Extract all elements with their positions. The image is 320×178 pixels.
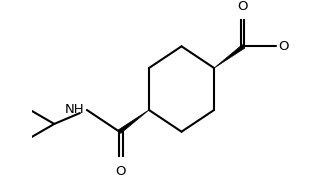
Text: O: O — [237, 0, 247, 13]
Text: O: O — [278, 40, 289, 53]
Text: NH: NH — [65, 103, 84, 116]
Polygon shape — [118, 110, 149, 133]
Polygon shape — [214, 45, 245, 68]
Text: O: O — [116, 165, 126, 178]
